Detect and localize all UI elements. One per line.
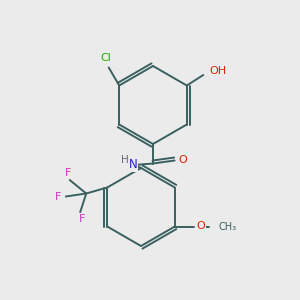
Text: F: F <box>55 191 61 202</box>
Text: O: O <box>196 221 205 231</box>
Text: N: N <box>128 158 137 171</box>
Text: Cl: Cl <box>100 53 111 64</box>
Text: H: H <box>121 154 129 165</box>
Text: CH₃: CH₃ <box>219 221 237 232</box>
Text: F: F <box>79 214 85 224</box>
Text: O: O <box>178 155 188 165</box>
Text: OH: OH <box>210 65 227 76</box>
Text: F: F <box>65 168 71 178</box>
